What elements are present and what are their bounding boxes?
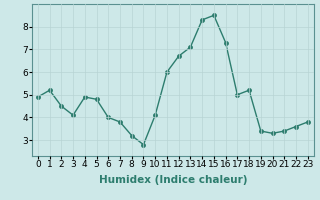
X-axis label: Humidex (Indice chaleur): Humidex (Indice chaleur) xyxy=(99,175,247,185)
